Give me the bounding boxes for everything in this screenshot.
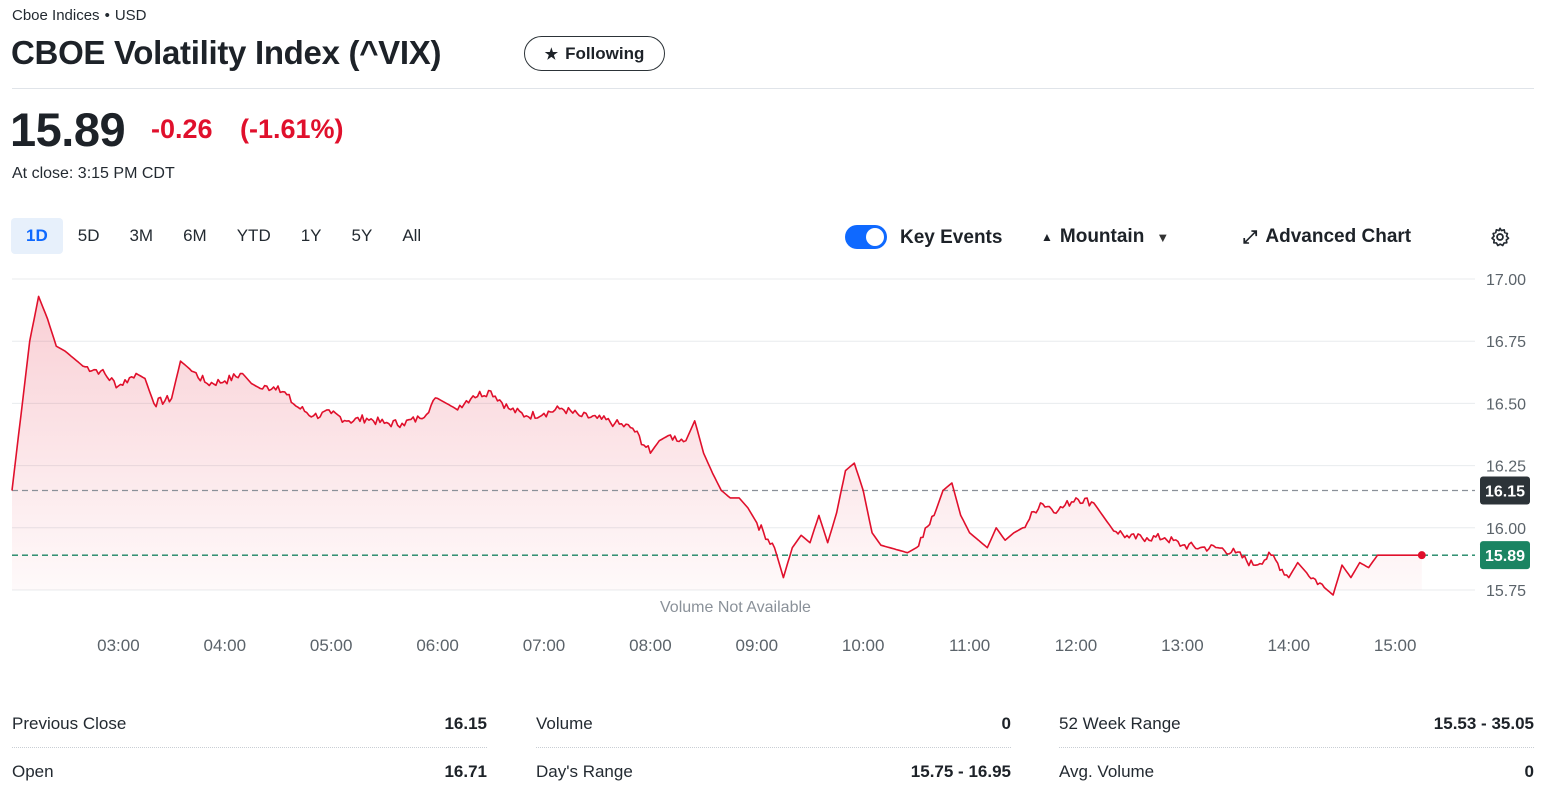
stats-column: Volume 0 Day's Range 15.75 - 16.95 [536, 700, 1011, 785]
price-line [11, 295, 1422, 596]
stat-value: 15.53 - 35.05 [1433, 713, 1534, 733]
y-tick-label: 17.00 [1486, 272, 1526, 289]
x-tick-label: 07:00 [523, 636, 566, 655]
chart-type-label: Mountain [1059, 226, 1145, 247]
exchange-name: Cboe Indices [12, 7, 100, 24]
stat-value: 16.71 [444, 762, 487, 781]
stat-row: Day's Range 15.75 - 16.95 [536, 748, 1011, 785]
y-tick-label: 16.50 [1486, 396, 1526, 413]
chevron-down-icon: ▼ [1156, 229, 1170, 245]
stats-table: Previous Close 16.15 Open 16.71 Volume 0 Day's… [12, 700, 1534, 785]
stat-row: 52 Week Range 15.53 - 35.05 [1059, 700, 1534, 748]
volume-note: Volume Not Available [660, 599, 811, 616]
area-fill [12, 296, 1422, 595]
x-tick-label: 11:00 [949, 636, 990, 655]
stat-row: Open 16.71 [12, 748, 487, 785]
x-tick-label: 08:00 [629, 636, 672, 655]
current-price: 15.89 [10, 103, 126, 156]
stat-label: Day's Range [536, 762, 633, 781]
price-badge [1480, 476, 1530, 505]
price-chart[interactable]: 17.00 16.75 16.50 16.25 16.00 15.75 03:00 04:00… [0, 260, 1541, 660]
stat-label: Previous Close [12, 713, 127, 733]
following-label: Following [565, 43, 645, 63]
stat-value: 15.75 - 16.95 [910, 762, 1011, 781]
stat-label: Open [12, 762, 54, 781]
header-divider [12, 88, 1534, 89]
stat-value: 16.15 [444, 713, 487, 733]
close-time: At close: 3:15 PM CDT [12, 165, 175, 182]
price-badge-label: 16.15 [1485, 483, 1525, 500]
toggle-knob [866, 228, 884, 246]
following-button[interactable]: ★ Following [524, 36, 665, 71]
x-tick-label: 05:00 [310, 636, 353, 655]
gear-icon[interactable] [1489, 226, 1511, 248]
x-tick-label: 04:00 [204, 636, 247, 655]
range-tab-5y[interactable]: 5Y [351, 226, 373, 245]
price-change: -0.26 [151, 114, 213, 144]
stat-label: 52 Week Range [1059, 713, 1181, 733]
price-badge-label: 15.89 [1485, 548, 1525, 565]
range-tabs: 1D 5D 3M 6M YTD 1Y 5Y All [11, 218, 436, 254]
stat-row: Volume 0 [536, 700, 1011, 748]
key-events-label: Key Events [900, 227, 1003, 248]
stats-column: 52 Week Range 15.53 - 35.05 Avg. Volume 0 [1059, 700, 1534, 785]
stat-row: Previous Close 16.15 [12, 700, 487, 748]
stat-label: Volume [536, 713, 593, 733]
star-icon: ★ [544, 45, 559, 63]
stat-value: 0 [1524, 762, 1534, 781]
chart-type-dropdown[interactable]: ▲ Mountain ▼ [1041, 226, 1169, 248]
x-tick-label: 12:00 [1055, 636, 1098, 655]
y-tick-label: 16.75 [1486, 334, 1526, 351]
x-tick-label: 10:00 [842, 636, 885, 655]
x-tick-label: 03:00 [97, 636, 140, 655]
range-tab-1d[interactable]: 1D [11, 218, 63, 254]
currency: USD [114, 7, 147, 24]
range-tab-all[interactable]: All [402, 226, 422, 245]
range-tab-3m[interactable]: 3M [129, 226, 154, 245]
range-tab-1y[interactable]: 1Y [300, 226, 322, 245]
x-tick-label: 14:00 [1268, 636, 1311, 655]
stat-row: Avg. Volume 0 [1059, 748, 1534, 785]
last-price-dot [1417, 551, 1426, 560]
page-title: CBOE Volatility Index (^VIX) [11, 34, 442, 71]
exchange-info: Cboe Indices • USD [12, 7, 147, 24]
expand-icon: ⤢ [1243, 226, 1258, 247]
y-tick-label: 15.75 [1486, 583, 1526, 600]
x-tick-label: 09:00 [736, 636, 779, 655]
y-tick-label: 16.25 [1486, 459, 1526, 476]
x-tick-label: 06:00 [416, 636, 459, 655]
x-tick-label: 13:00 [1161, 636, 1204, 655]
range-tab-6m[interactable]: 6M [183, 226, 207, 245]
price-badge [1480, 541, 1530, 570]
advanced-chart-label: Advanced Chart [1265, 226, 1412, 247]
stat-value: 0 [1001, 713, 1011, 733]
range-tab-5d[interactable]: 5D [77, 226, 100, 245]
range-tab-ytd[interactable]: YTD [236, 226, 271, 245]
mountain-icon: ▲ [1041, 230, 1053, 244]
price-change-percent: (-1.61%) [240, 114, 344, 144]
y-tick-label: 16.00 [1486, 521, 1526, 538]
advanced-chart-button[interactable]: ⤢ Advanced Chart [1243, 226, 1411, 248]
stat-label: Avg. Volume [1059, 762, 1155, 781]
x-tick-label: 15:00 [1374, 636, 1417, 655]
separator-dot: • [104, 7, 110, 24]
stats-column: Previous Close 16.15 Open 16.71 [12, 700, 487, 785]
key-events-toggle[interactable] [845, 225, 887, 249]
